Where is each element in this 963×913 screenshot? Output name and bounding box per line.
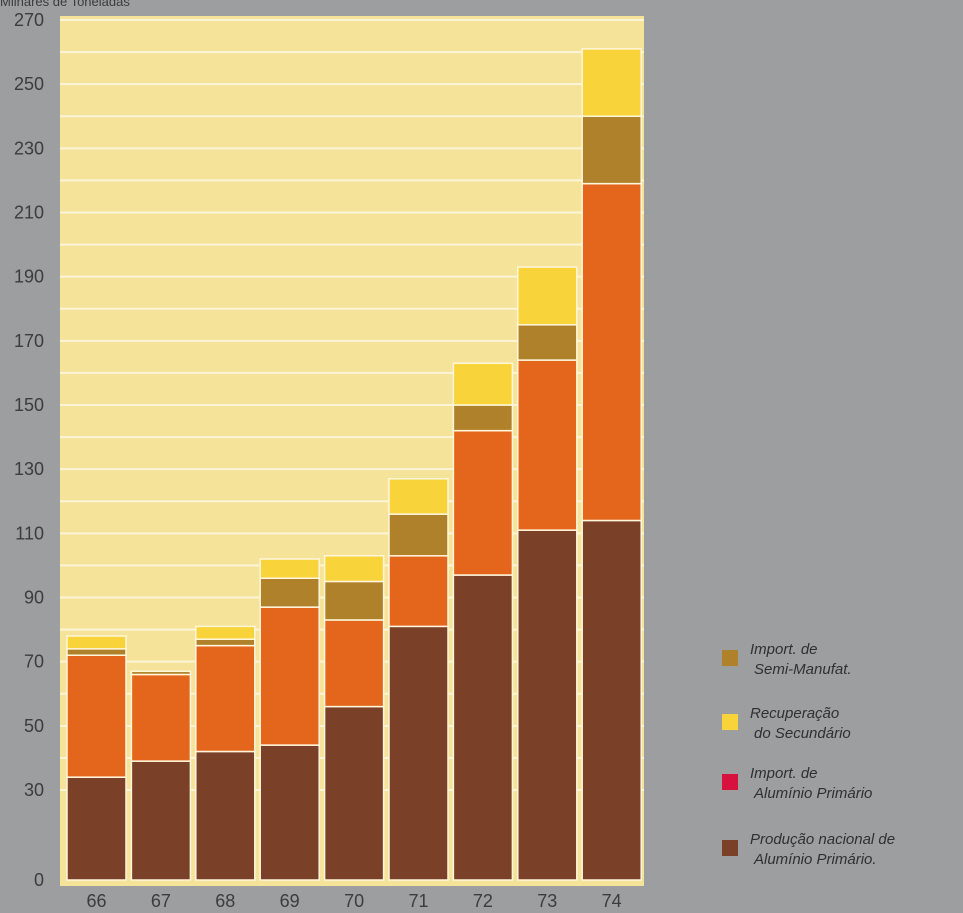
y-tick-label: 30 [24, 780, 44, 800]
legend-label-producao: Produção nacional de Alumínio Primário. [750, 831, 896, 868]
y-tick-label: 210 [14, 203, 44, 223]
bar-import-primario-67 [130, 673, 192, 762]
bar-recuperacao-73 [517, 266, 578, 326]
x-tick-label: 73 [537, 891, 557, 911]
legend-swatch-producao [722, 840, 738, 856]
x-tick-label: 72 [473, 891, 493, 911]
x-tick-label: 66 [86, 891, 106, 911]
legend-swatch-semi-manufat [722, 650, 738, 666]
bar-import-primario-69 [259, 606, 320, 746]
bar-semi-manufat-73 [517, 324, 578, 361]
legend-label-recuperacao: Recuperação do Secundário [750, 705, 851, 742]
bar-recuperacao-71 [388, 478, 449, 515]
bar-import-primario-73 [517, 359, 578, 531]
x-tick-label: 71 [408, 891, 428, 911]
legend-item-recuperacao: Recuperação do Secundário [720, 704, 960, 750]
y-tick-label: 110 [15, 523, 44, 543]
bar-producao-71 [388, 625, 449, 881]
bar-semi-manufat-71 [388, 513, 449, 557]
y-tick-label: 230 [14, 138, 44, 158]
bar-import-primario-71 [388, 555, 449, 628]
x-tick-label: 74 [602, 891, 622, 911]
bar-producao-66 [66, 776, 127, 881]
y-tick-label: 90 [24, 588, 44, 608]
bar-recuperacao-72 [452, 362, 514, 406]
legend-label-semi-manufat: Import. de Semi-Manufat. [750, 641, 852, 678]
bar-semi-manufat-69 [259, 577, 320, 608]
y-tick-label: 70 [24, 652, 44, 672]
bar-import-primario-66 [66, 654, 127, 778]
x-tick-label: 69 [280, 891, 300, 911]
legend-label-import-primario: Import. de Alumínio Primário [750, 765, 873, 802]
bar-semi-manufat-70 [323, 580, 385, 621]
bar-producao-69 [259, 744, 320, 881]
bar-semi-manufat-66 [66, 648, 127, 656]
bar-import-primario-68 [195, 644, 256, 753]
bar-recuperacao-68 [195, 625, 256, 640]
bar-semi-manufat-68 [195, 638, 256, 647]
y-tick-label: 170 [14, 331, 44, 351]
bar-semi-manufat-67 [130, 670, 192, 676]
y-tick-label: 50 [24, 716, 44, 736]
legend-swatch-import-primario [722, 774, 738, 790]
bar-producao-70 [323, 705, 385, 881]
y-tick-label: 190 [14, 267, 44, 287]
bar-producao-67 [130, 760, 192, 881]
x-tick-label: 70 [344, 891, 364, 911]
bar-producao-72 [452, 574, 514, 881]
y-axis-unit-label: Milhares de Toneladas [0, 0, 130, 9]
x-tick-label: 68 [215, 891, 235, 911]
y-tick-label: 0 [34, 870, 44, 890]
legend-item-import-primario: Import. de Alumínio Primário [720, 764, 960, 810]
y-tick-label: 250 [14, 74, 44, 94]
bar-import-primario-70 [323, 619, 385, 708]
y-tick-label: 270 [14, 10, 44, 30]
bar-import-primario-74 [581, 182, 642, 522]
bar-producao-73 [517, 529, 578, 881]
bar-recuperacao-66 [66, 635, 127, 650]
legend-swatch-recuperacao [722, 714, 738, 730]
bar-semi-manufat-72 [452, 404, 514, 432]
legend-item-semi-manufat: Import. de Semi-Manufat. [720, 640, 960, 686]
bar-recuperacao-74 [581, 48, 642, 117]
x-tick-label: 67 [151, 891, 171, 911]
bar-import-primario-72 [452, 429, 514, 576]
bar-semi-manufat-74 [581, 115, 642, 185]
y-tick-label: 130 [14, 459, 44, 479]
bar-producao-68 [195, 750, 256, 881]
legend-item-producao: Produção nacional de Alumínio Primário. [720, 830, 960, 876]
y-tick-label: 150 [14, 395, 44, 415]
bar-recuperacao-70 [323, 555, 385, 583]
bar-recuperacao-69 [259, 558, 320, 579]
bar-producao-74 [581, 519, 642, 881]
